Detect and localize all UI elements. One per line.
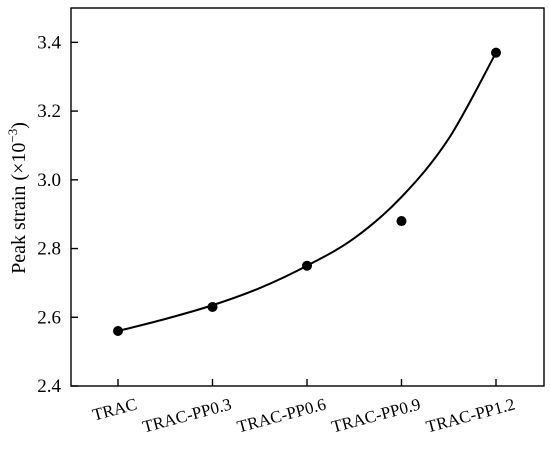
x-tick-label: TRAC-PP0.3 — [141, 395, 234, 437]
fit-curve — [117, 52, 497, 332]
data-point — [113, 326, 123, 337]
y-tick-label: 3.4 — [37, 32, 61, 53]
x-tick-label: TRAC-PP1.2 — [424, 395, 517, 437]
data-point — [491, 47, 501, 58]
data-points — [113, 47, 501, 337]
y-tick-label: 3.2 — [37, 101, 61, 122]
y-tick-label: 2.8 — [37, 239, 61, 260]
x-tick-label: TRAC-PP0.6 — [235, 395, 328, 437]
y-axis-title-main: Peak strain (×10 — [8, 143, 30, 274]
y-tick-label: 2.6 — [37, 307, 61, 328]
x-axis: TRAC TRAC-PP0.3 TRAC-PP0.6 TRAC-PP0.9 TRAC-P… — [90, 379, 517, 436]
y-axis-title-suffix: ) — [8, 122, 30, 129]
x-tick-label: TRAC — [90, 395, 139, 425]
y-axis-title: Peak strain (×10−3) — [5, 122, 30, 274]
y-axis-title-superscript: −3 — [5, 129, 20, 143]
y-tick-label: 2.4 — [37, 376, 61, 397]
data-point — [302, 260, 312, 271]
data-point — [396, 216, 407, 227]
y-axis: 2.4 2.6 2.8 3.0 3.2 3.4 — [37, 32, 78, 397]
data-point — [207, 301, 218, 312]
y-tick-label: 3.0 — [37, 170, 61, 191]
x-tick-label: TRAC-PP0.9 — [330, 395, 423, 437]
plot-frame — [70, 7, 545, 387]
